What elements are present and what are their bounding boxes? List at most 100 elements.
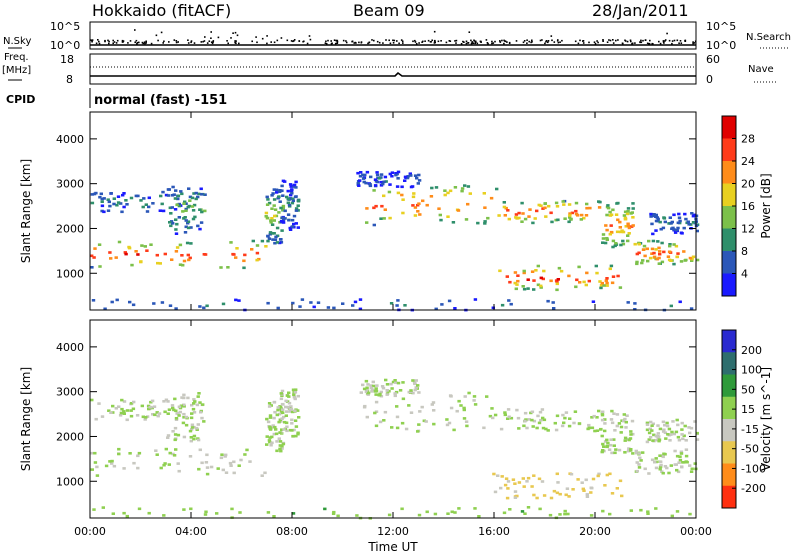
data-cell bbox=[688, 431, 692, 435]
data-cell bbox=[375, 384, 379, 387]
data-cell bbox=[294, 207, 299, 210]
data-cell bbox=[542, 269, 546, 273]
data-cell bbox=[394, 173, 398, 177]
data-cell bbox=[609, 418, 614, 421]
data-cell bbox=[274, 428, 278, 431]
data-cell bbox=[406, 175, 410, 178]
data-cell bbox=[190, 423, 195, 427]
data-cell bbox=[196, 395, 200, 398]
data-cell bbox=[293, 419, 298, 422]
data-cell bbox=[323, 507, 327, 511]
data-cell bbox=[520, 201, 524, 205]
data-cell bbox=[155, 453, 159, 456]
data-cell bbox=[691, 255, 696, 259]
data-cell bbox=[553, 421, 557, 425]
data-cell bbox=[619, 243, 623, 247]
data-cell bbox=[492, 472, 496, 476]
data-cell bbox=[100, 209, 104, 213]
noise-point bbox=[127, 42, 129, 44]
data-cell bbox=[292, 185, 296, 188]
data-cell bbox=[174, 218, 178, 221]
data-cell bbox=[535, 209, 539, 213]
data-cell bbox=[137, 451, 142, 455]
data-cell bbox=[530, 485, 534, 488]
data-cell bbox=[98, 265, 102, 268]
data-cell bbox=[174, 228, 178, 231]
data-cell bbox=[296, 432, 300, 436]
data-cell bbox=[413, 206, 418, 209]
data-cell bbox=[403, 179, 407, 182]
data-cell bbox=[272, 204, 276, 207]
data-cell bbox=[537, 477, 542, 481]
data-cell bbox=[610, 421, 615, 425]
data-cell bbox=[676, 252, 680, 255]
data-cell bbox=[152, 405, 157, 408]
data-cell bbox=[432, 409, 436, 412]
data-cell bbox=[374, 204, 378, 208]
noise-point bbox=[200, 41, 203, 43]
noise-panel-frame bbox=[89, 21, 697, 50]
data-cell bbox=[390, 426, 394, 429]
data-cell bbox=[612, 412, 616, 415]
data-cell bbox=[538, 507, 542, 511]
noise-point bbox=[336, 40, 339, 43]
data-cell bbox=[168, 221, 172, 224]
data-cell bbox=[205, 304, 209, 308]
data-cell bbox=[506, 209, 510, 212]
data-cell bbox=[490, 407, 494, 410]
data-cell bbox=[594, 264, 598, 268]
data-cell bbox=[374, 389, 379, 393]
data-cell bbox=[567, 220, 571, 224]
data-cell bbox=[269, 219, 273, 222]
data-cell bbox=[660, 260, 665, 264]
data-cell bbox=[505, 275, 509, 278]
data-cell bbox=[549, 496, 554, 500]
noise-point bbox=[134, 29, 136, 31]
data-cell bbox=[680, 465, 684, 468]
data-cell bbox=[416, 203, 420, 207]
data-cell bbox=[189, 439, 193, 443]
data-cell bbox=[199, 410, 203, 414]
data-cell bbox=[266, 235, 270, 238]
data-cell bbox=[616, 201, 620, 205]
noise-point bbox=[431, 39, 433, 42]
data-cell bbox=[598, 280, 602, 283]
data-cell bbox=[362, 387, 367, 391]
x-tick-label: 00:00 bbox=[74, 525, 106, 538]
data-cell bbox=[175, 246, 180, 249]
noise-point bbox=[666, 32, 668, 35]
noise-point bbox=[630, 40, 632, 43]
noise-point bbox=[392, 42, 395, 44]
noise-point bbox=[401, 40, 404, 43]
data-cell bbox=[446, 191, 450, 195]
data-cell bbox=[674, 430, 679, 434]
data-cell bbox=[599, 427, 603, 431]
noise-point bbox=[108, 40, 110, 43]
data-cell bbox=[373, 411, 377, 415]
data-cell bbox=[203, 209, 207, 213]
noise-point bbox=[547, 41, 549, 44]
data-cell bbox=[645, 440, 650, 444]
noise-point bbox=[177, 41, 179, 43]
data-cell bbox=[689, 307, 694, 310]
noise-point bbox=[286, 39, 289, 42]
data-cell bbox=[659, 463, 663, 467]
data-cell bbox=[351, 304, 355, 307]
noise-point bbox=[336, 39, 339, 42]
data-cell bbox=[190, 403, 194, 407]
data-cell bbox=[563, 217, 567, 220]
data-cell bbox=[663, 465, 668, 468]
data-cell bbox=[443, 189, 447, 192]
data-cell bbox=[526, 476, 531, 480]
data-cell bbox=[99, 192, 103, 196]
noise-point bbox=[668, 39, 671, 42]
data-cell bbox=[472, 399, 476, 402]
noise-point bbox=[360, 41, 363, 44]
noise-point bbox=[503, 39, 505, 42]
data-cell bbox=[595, 271, 599, 275]
data-cell bbox=[92, 508, 96, 511]
data-cell bbox=[228, 461, 233, 465]
data-cell bbox=[411, 204, 415, 207]
data-cell bbox=[293, 195, 298, 199]
data-cell bbox=[491, 416, 495, 420]
